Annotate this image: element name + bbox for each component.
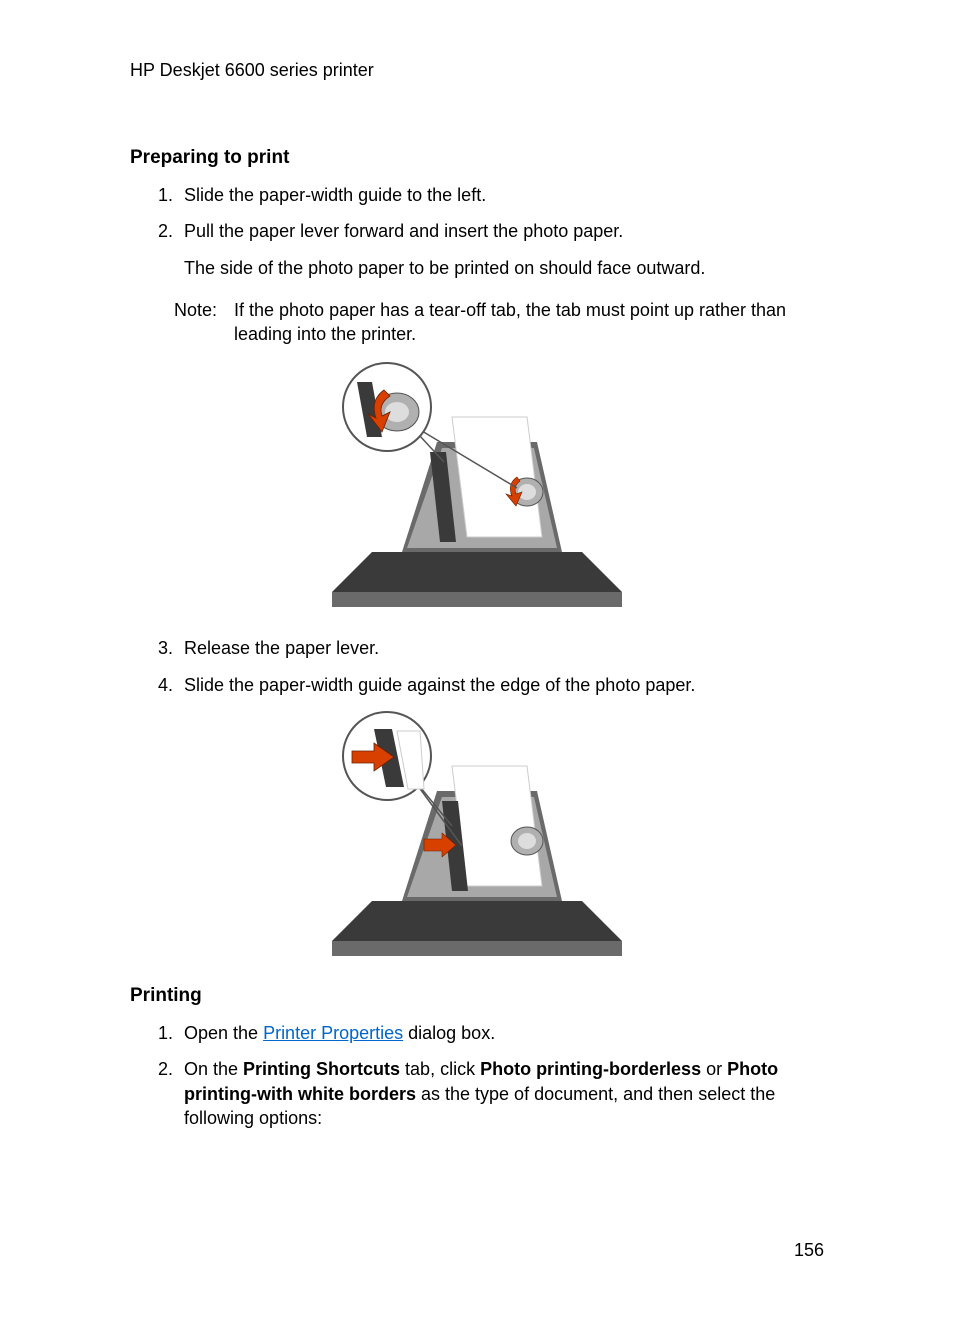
preparing-steps-list: Slide the paper-width guide to the left.… xyxy=(130,183,824,280)
figure-slide-guide xyxy=(130,711,824,963)
note-text: If the photo paper has a tear-off tab, t… xyxy=(234,298,824,347)
step-text-part: or xyxy=(701,1059,727,1079)
printer-load-paper-icon xyxy=(312,362,642,614)
step-subtext: The side of the photo paper to be printe… xyxy=(184,256,824,280)
preparing-step-4: Slide the paper-width guide against the … xyxy=(178,673,824,697)
step-text-part: dialog box. xyxy=(403,1023,495,1043)
printing-steps-list: Open the Printer Properties dialog box. … xyxy=(130,1021,824,1130)
printing-step-1: Open the Printer Properties dialog box. xyxy=(178,1021,824,1045)
note-block: Note: If the photo paper has a tear-off … xyxy=(174,298,824,347)
step-text-part: Open the xyxy=(184,1023,263,1043)
preparing-step-2: Pull the paper lever forward and insert … xyxy=(178,219,824,280)
step-text-part: On the xyxy=(184,1059,243,1079)
preparing-steps-list-continued: Release the paper lever. Slide the paper… xyxy=(130,636,824,697)
preparing-step-3: Release the paper lever. xyxy=(178,636,824,660)
step-text: Release the paper lever. xyxy=(184,638,379,658)
step-text: Slide the paper-width guide to the left. xyxy=(184,185,486,205)
step-text: Slide the paper-width guide against the … xyxy=(184,675,695,695)
section-heading-printing: Printing xyxy=(130,985,824,1007)
page-number: 156 xyxy=(794,1240,824,1261)
document-header: HP Deskjet 6600 series printer xyxy=(130,60,824,81)
printer-slide-guide-icon xyxy=(312,711,642,963)
bold-term: Printing Shortcuts xyxy=(243,1059,400,1079)
step-text-part: tab, click xyxy=(400,1059,480,1079)
section-heading-preparing: Preparing to print xyxy=(130,147,824,169)
note-label: Note: xyxy=(174,298,234,347)
preparing-step-1: Slide the paper-width guide to the left. xyxy=(178,183,824,207)
printer-properties-link[interactable]: Printer Properties xyxy=(263,1023,403,1043)
step-text: Pull the paper lever forward and insert … xyxy=(184,221,623,241)
bold-term: Photo printing-borderless xyxy=(480,1059,701,1079)
printing-step-2: On the Printing Shortcuts tab, click Pho… xyxy=(178,1057,824,1130)
document-page: HP Deskjet 6600 series printer Preparing… xyxy=(0,0,954,1321)
figure-load-paper xyxy=(130,362,824,614)
